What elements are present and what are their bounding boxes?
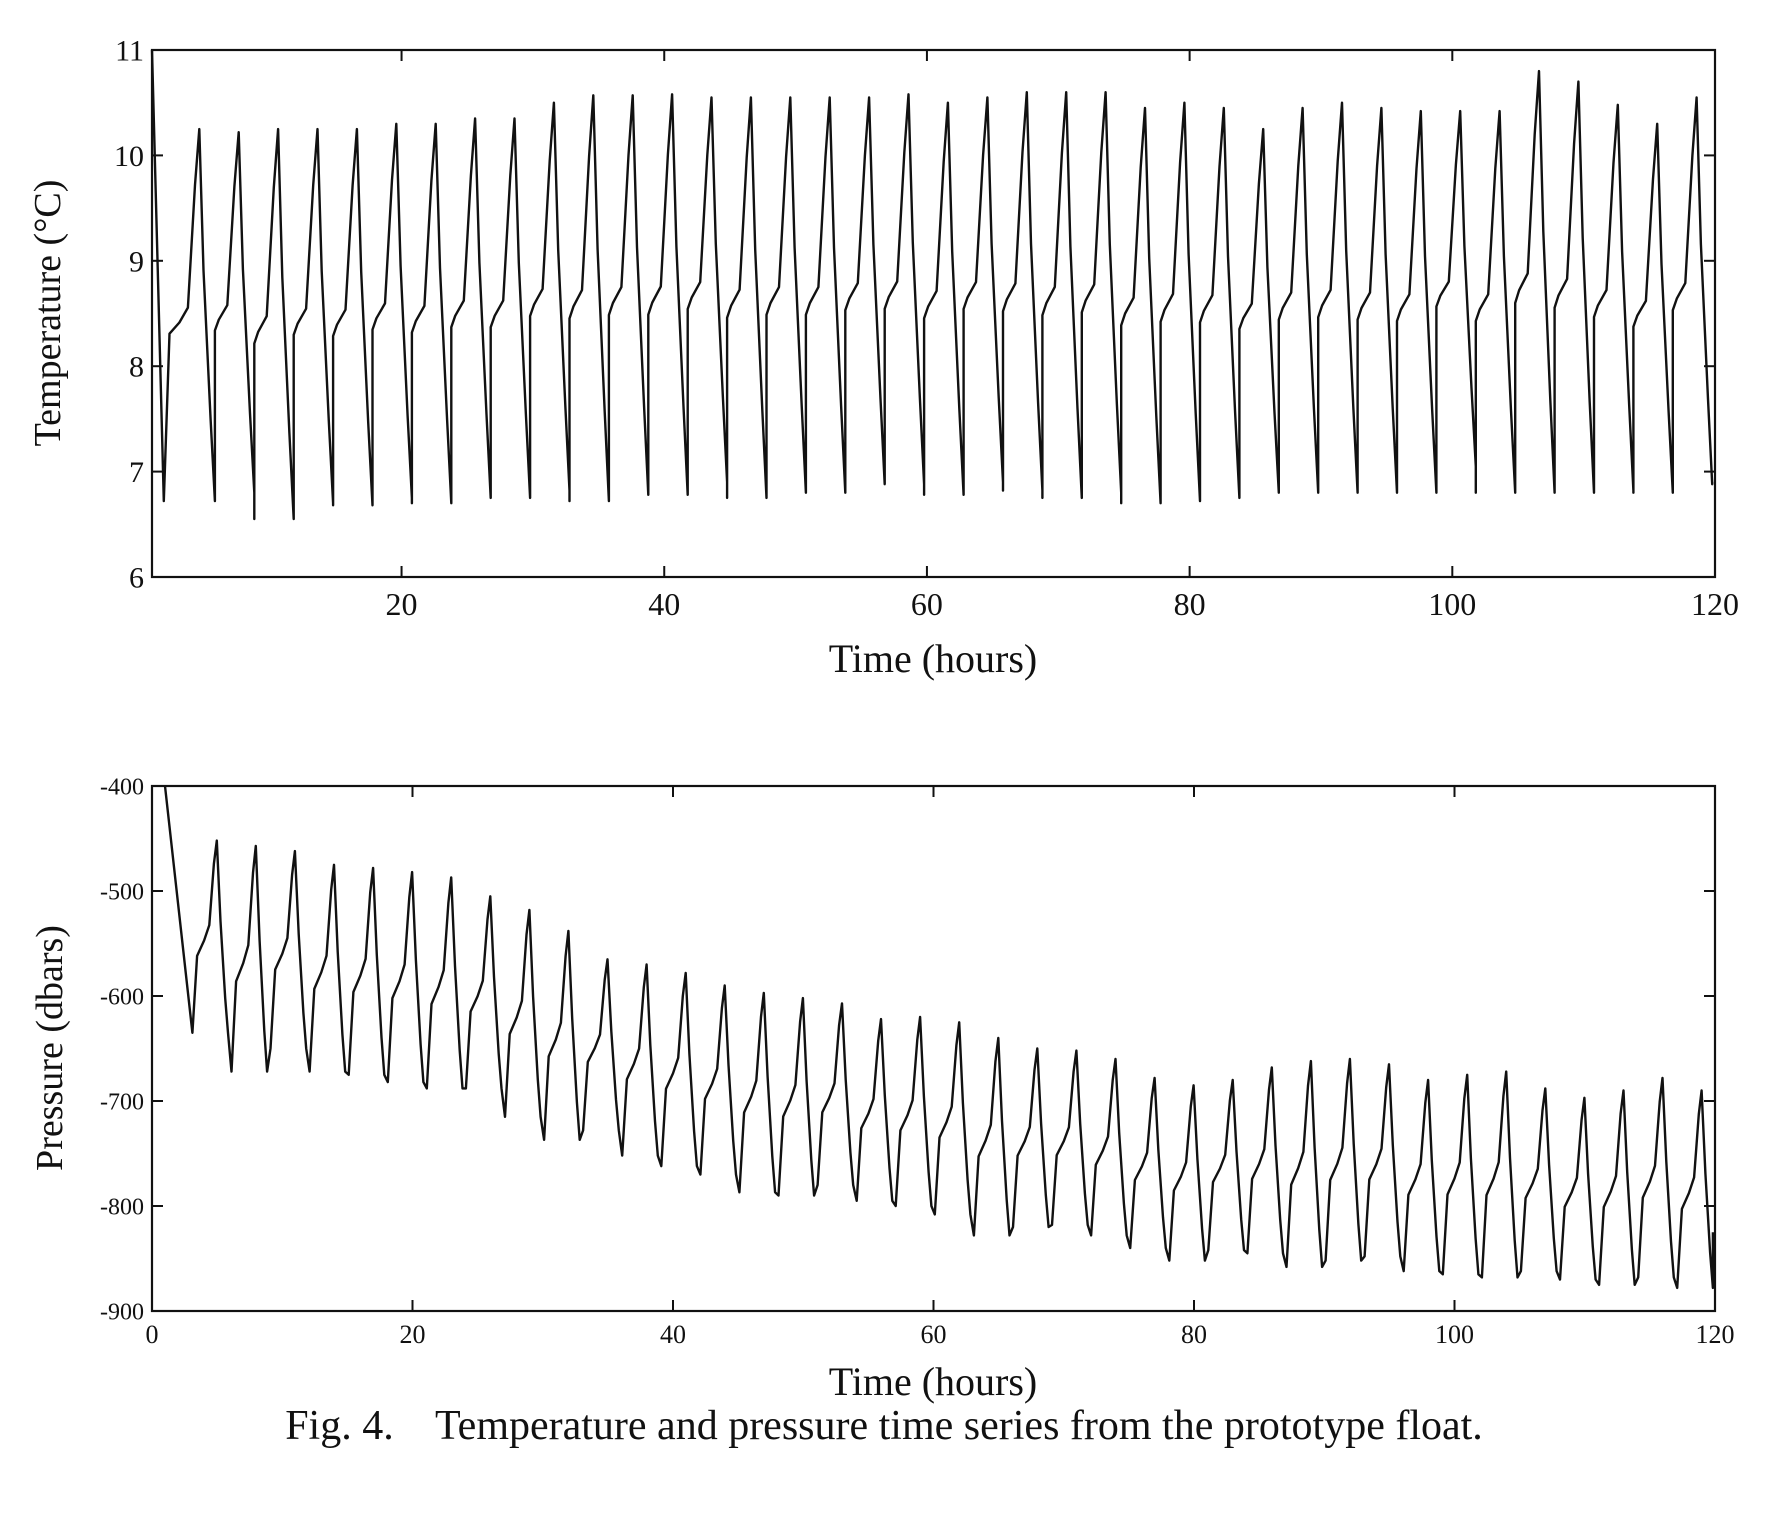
- temperature-x-tick-label: 40: [648, 586, 680, 622]
- pressure-x-tick-label: 0: [146, 1320, 159, 1349]
- temperature-y-tick-label: 9: [129, 245, 144, 278]
- temperature-y-tick-label: 8: [129, 351, 144, 384]
- figure-caption: Fig. 4. Temperature and pressure time se…: [285, 1403, 1483, 1449]
- temperature-y-tick-label: 11: [115, 35, 144, 68]
- pressure-y-tick-label: -500: [100, 879, 144, 905]
- pressure-x-tick-label: 60: [921, 1320, 947, 1349]
- temperature-y-tick-label: 7: [129, 456, 144, 489]
- temperature-series-line: [150, 49, 1714, 521]
- temperature-x-tick-label: 20: [386, 586, 418, 622]
- temperature-x-tick-label: 100: [1428, 586, 1476, 622]
- pressure-y-axis: -900 -800 -700 -600 -500 -400: [100, 774, 1715, 1325]
- pressure-x-tick-label: 80: [1181, 1320, 1207, 1349]
- pressure-y-tick-label: -400: [100, 774, 144, 800]
- pressure-y-tick-label: -600: [100, 984, 144, 1010]
- temperature-x-tick-label: 120: [1691, 586, 1739, 622]
- pressure-chart: -900 -800 -700 -600 -500 -400 0 20 40 60 80 100 120…: [29, 774, 1735, 1404]
- temperature-x-axis: 20 40 60 80 100 120: [386, 50, 1739, 622]
- pressure-x-axis: 0 20 40 60 80 100 120: [146, 786, 1735, 1349]
- temperature-y-tick-label: 6: [129, 562, 144, 595]
- pressure-x-tick-label: 100: [1435, 1320, 1474, 1349]
- temperature-y-axis-title: Temperature (°C): [27, 180, 69, 447]
- temperature-plot-frame: [150, 48, 1717, 579]
- pressure-x-axis-title: Time (hours): [829, 1359, 1038, 1404]
- temperature-chart: 6 7 8 9 10 11 20 40 60 80 100 120 Time (hours) Tem…: [27, 35, 1739, 682]
- temperature-y-tick-label: 10: [114, 140, 144, 173]
- pressure-x-tick-label: 40: [660, 1320, 686, 1349]
- temperature-y-axis: 6 7 8 9 10 11: [114, 35, 1715, 595]
- pressure-y-axis-title: Pressure (dbars): [29, 925, 71, 1171]
- pressure-series-line: [163, 785, 1715, 1290]
- pressure-x-tick-label: 20: [400, 1320, 426, 1349]
- pressure-y-tick-label: -800: [100, 1194, 144, 1220]
- pressure-plot-frame: [150, 784, 1717, 1313]
- pressure-y-tick-label: -900: [100, 1299, 144, 1325]
- pressure-y-tick-label: -700: [100, 1089, 144, 1115]
- pressure-x-tick-label: 120: [1696, 1320, 1735, 1349]
- temperature-x-tick-label: 80: [1174, 586, 1206, 622]
- temperature-x-axis-title: Time (hours): [829, 636, 1038, 681]
- temperature-x-tick-label: 60: [911, 586, 943, 622]
